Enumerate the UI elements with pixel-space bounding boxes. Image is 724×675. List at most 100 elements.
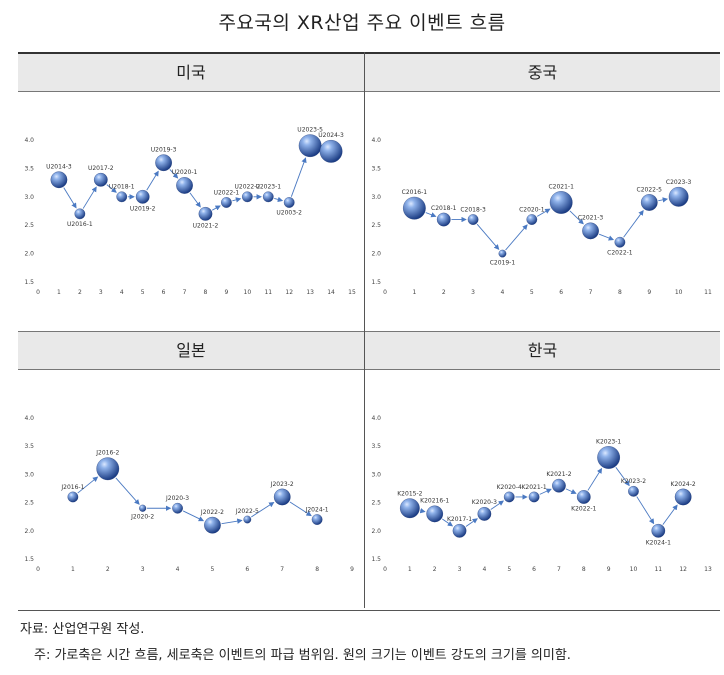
x-tick-label: 4: [501, 289, 505, 296]
panel-header-china: 중국: [365, 54, 720, 92]
x-tick-label: 2: [442, 289, 446, 296]
event-label: C2022-1: [607, 249, 633, 256]
source-note: 자료: 산업연구원 작성.: [20, 622, 145, 637]
x-tick-label: 5: [507, 566, 511, 573]
event-bubble: [139, 504, 147, 512]
event-label: K2022-1: [571, 506, 596, 513]
x-tick-label: 12: [679, 566, 687, 573]
x-tick-label: 10: [675, 289, 683, 296]
event-bubble: [50, 171, 68, 189]
page-title: 주요국의 XR산업 주요 이벤트 흐름: [218, 12, 506, 34]
event-label: K2021-2: [546, 471, 571, 478]
flow-arrow: [658, 197, 669, 203]
x-tick-label: 5: [530, 289, 534, 296]
event-bubble: [597, 446, 620, 469]
event-bubble: [674, 488, 692, 506]
x-tick-label: 1: [57, 289, 61, 296]
flow-arrow: [465, 518, 478, 527]
event-bubble: [426, 505, 444, 523]
event-label: U2014-3: [46, 164, 72, 171]
event-bubble: [273, 488, 291, 506]
event-bubble: [96, 457, 120, 481]
panel-header-usa: 미국: [18, 54, 364, 92]
flow-arrow: [536, 208, 551, 217]
y-tick-label: 2.0: [24, 251, 34, 258]
x-tick-label: 8: [618, 289, 622, 296]
chart-svg: 1.5 2.0 2.5 3.0 3.5 4.0 0 1 2 3 4 5 6 7 8 9 J2016-1 J2016…: [24, 415, 354, 573]
event-bubble: [221, 197, 232, 208]
event-bubble: [528, 491, 540, 503]
event-bubble: [452, 523, 467, 538]
x-tick-label: 1: [408, 566, 412, 573]
event-bubble: [399, 498, 420, 519]
flow-arrow: [615, 467, 630, 487]
flow-arrow: [189, 192, 201, 208]
y-tick-label: 3.0: [24, 194, 34, 201]
flow-arrow: [77, 476, 99, 494]
y-tick-label: 2.0: [24, 528, 34, 535]
event-label: C2022-5: [637, 186, 663, 193]
event-label: J2024-1: [305, 506, 329, 513]
y-tick-label: 3.5: [24, 443, 34, 450]
event-label: J2020-3: [165, 495, 189, 502]
event-label: J2016-1: [60, 484, 84, 491]
y-tick-label: 3.5: [24, 165, 34, 172]
flow-arrow: [146, 170, 159, 191]
flow-arrow: [115, 477, 140, 505]
y-tick-label: 3.0: [371, 471, 381, 478]
event-label: C2021-1: [548, 183, 574, 190]
event-label: U2023-5: [297, 126, 323, 133]
flow-arrow: [505, 224, 528, 251]
event-bubble: [477, 507, 492, 521]
chart-usa: 1.5 2.0 2.5 3.0 3.5 4.0 0 1 2 3 4 5 6 7 8 9 10 11 12 13 14 15…: [18, 92, 364, 330]
chart-svg: 1.5 2.0 2.5 3.0 3.5 4.0 0 1 2 3 4 5 6 7 8 9 10 11 C2016-1 C…: [371, 137, 712, 296]
event-bubble: [155, 154, 172, 172]
y-tick-label: 4.0: [24, 415, 34, 422]
event-label: U2019-3: [151, 147, 177, 154]
x-tick-label: 3: [458, 566, 462, 573]
event-bubble: [198, 206, 213, 221]
event-bubble: [204, 516, 221, 534]
x-tick-label: 2: [433, 566, 437, 573]
flow-arrow: [82, 186, 97, 209]
event-bubble: [467, 214, 479, 225]
x-tick-label: 2: [106, 566, 110, 573]
event-bubble: [74, 208, 86, 220]
event-label: U2003-2: [276, 210, 302, 217]
event-label: K2020-3: [472, 499, 497, 506]
flow-arrow: [662, 504, 678, 525]
x-tick-label: 0: [36, 289, 40, 296]
event-bubble: [135, 189, 150, 204]
panel-divider: [364, 52, 365, 608]
event-bubble: [67, 491, 79, 503]
flow-arrow: [476, 223, 500, 250]
event-bubble: [628, 485, 639, 497]
y-tick-label: 1.5: [371, 556, 381, 563]
flow-arrow: [106, 184, 117, 193]
x-tick-label: 7: [557, 566, 561, 573]
x-tick-label: 9: [350, 566, 354, 573]
x-tick-label: 6: [559, 289, 563, 296]
flow-arrow: [569, 210, 584, 225]
event-bubble: [243, 515, 252, 524]
event-label: K2020-4: [497, 484, 522, 491]
y-tick-label: 2.5: [24, 500, 34, 507]
y-tick-label: 4.0: [371, 415, 381, 422]
chart-svg: 1.52.02.53.03.54.00 1 2 3 4 5 6 7 8 9 10 11 12 13 14 15…: [24, 126, 356, 296]
flow-arrow: [169, 169, 179, 179]
event-bubble: [93, 172, 108, 187]
x-tick-label: 14: [327, 289, 335, 296]
y-tick-label: 3.5: [371, 443, 381, 450]
event-label: J2016-2: [95, 450, 119, 457]
event-bubble: [403, 196, 426, 220]
x-tick-label: 6: [532, 566, 536, 573]
flow-arrow: [182, 510, 205, 522]
chart-japan: 1.5 2.0 2.5 3.0 3.5 4.0 0 1 2 3 4 5 6 7 8 9 J2016-1 J2016…: [18, 370, 364, 607]
x-tick-label: 0: [36, 566, 40, 573]
flow-arrow: [221, 518, 243, 525]
event-label: K2024-1: [646, 540, 671, 547]
x-tick-label: 3: [471, 289, 475, 296]
x-tick-label: 9: [647, 289, 651, 296]
flow-arrow: [251, 502, 275, 518]
event-label: J2022-2: [200, 509, 224, 516]
